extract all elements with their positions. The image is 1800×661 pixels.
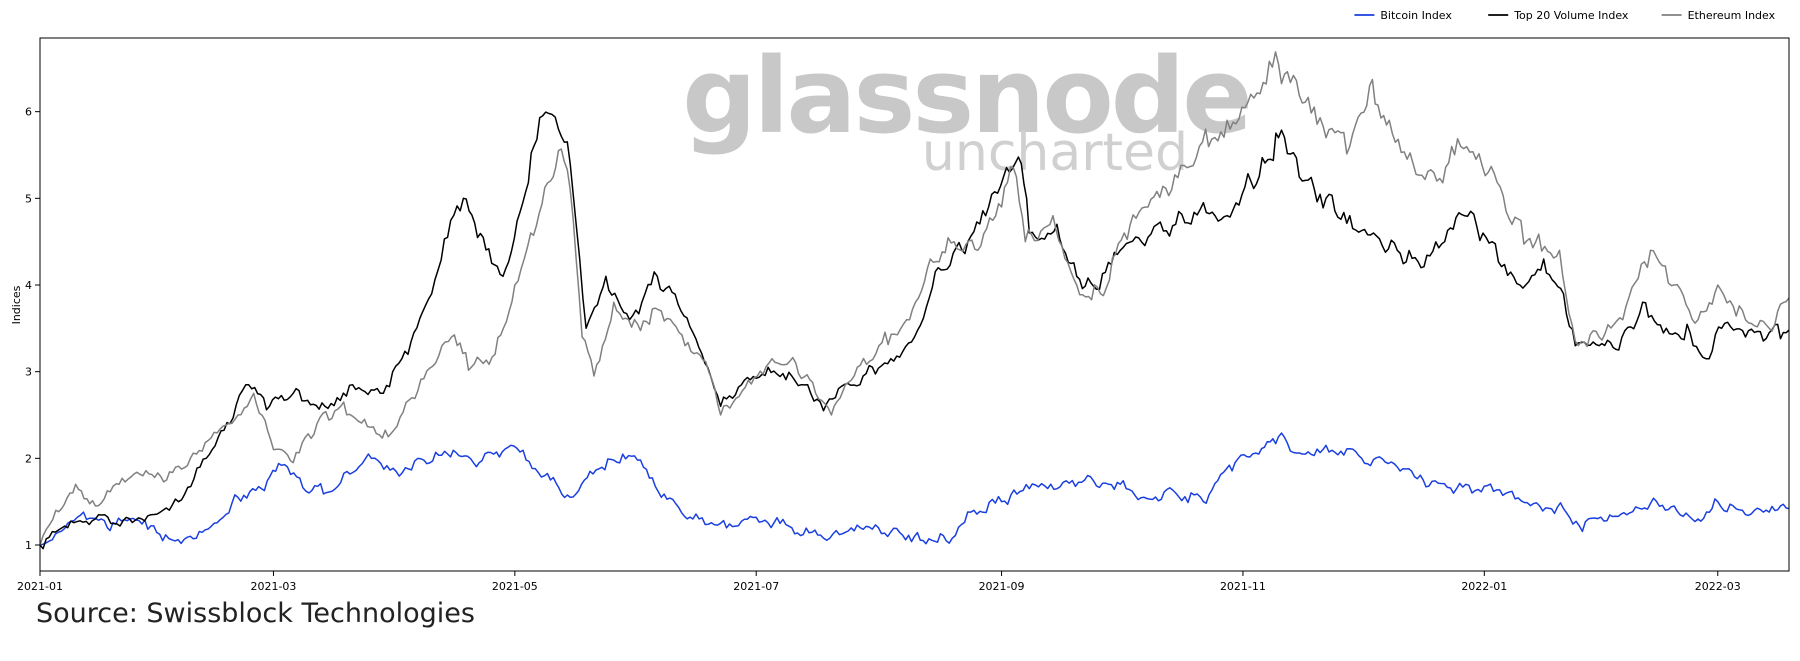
x-tick-label: 2021-09 [979, 580, 1025, 593]
y-tick-label: 1 [25, 539, 32, 552]
watermark-logo: glassnode [682, 35, 1250, 157]
x-tick-label: 2021-11 [1220, 580, 1266, 593]
legend-label: Top 20 Volume Index [1513, 9, 1629, 22]
x-tick-label: 2021-05 [492, 580, 538, 593]
x-tick-label: 2022-01 [1461, 580, 1507, 593]
y-tick-label: 2 [25, 452, 32, 465]
y-axis-label: Indices [10, 285, 23, 324]
series-line-bitcoin-index [39, 432, 1790, 546]
legend-label: Ethereum Index [1688, 9, 1776, 22]
series-line-ethereum-index [39, 51, 1790, 546]
plot-frame [39, 37, 1790, 572]
legend-label: Bitcoin Index [1380, 9, 1452, 22]
legend: Bitcoin Index Top 20 Volume Index Ethereum… [1354, 9, 1776, 22]
source-caption: Source: Swissblock Technologies [36, 598, 475, 629]
series-layer [39, 51, 1790, 550]
y-tick-label: 3 [25, 366, 32, 379]
x-tick-label: 2021-03 [250, 580, 296, 593]
x-tick-label: 2022-03 [1695, 580, 1741, 593]
y-tick-label: 6 [25, 106, 32, 119]
y-tick-label: 4 [25, 279, 32, 292]
watermark-subtitle: uncharted [922, 123, 1188, 183]
series-line-top-20-volume-index [39, 111, 1790, 550]
axes-layer: 2021-01 2021-03 2021-05 2021-07 2021-09 2021-… [17, 106, 1741, 593]
y-tick-label: 5 [25, 192, 32, 205]
x-tick-label: 2021-07 [733, 580, 779, 593]
x-tick-label: 2021-01 [17, 580, 63, 593]
